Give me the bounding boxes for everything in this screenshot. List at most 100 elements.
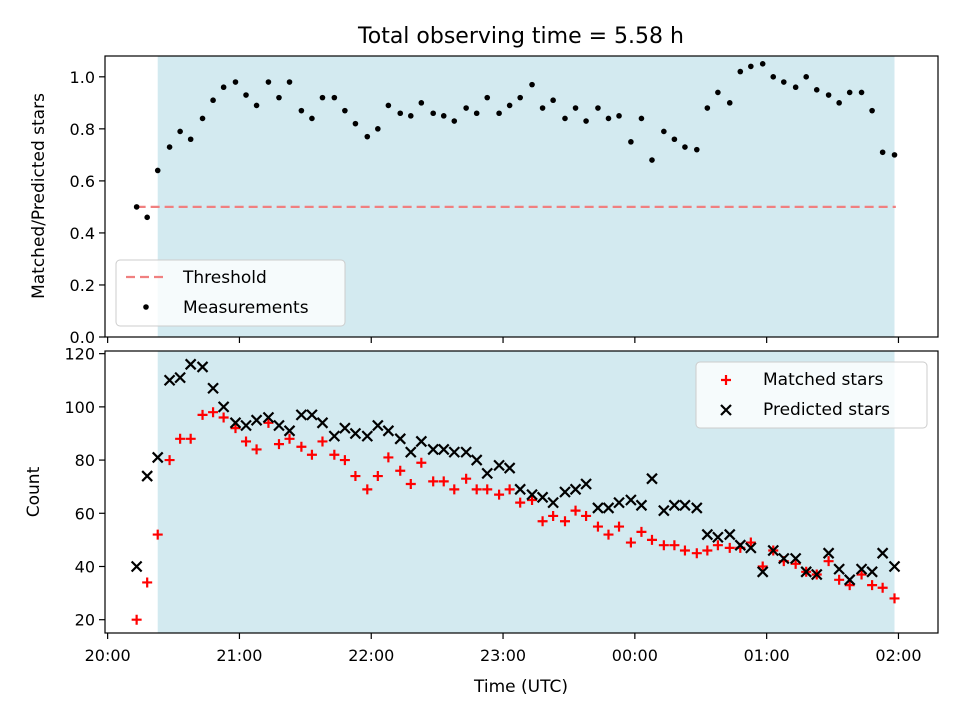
measurement-point bbox=[671, 136, 678, 143]
matched-stars-point bbox=[691, 548, 702, 559]
predicted-stars-point bbox=[481, 467, 494, 480]
predicted-stars-point bbox=[569, 483, 582, 496]
measurement-point bbox=[517, 94, 523, 101]
predicted-stars-point bbox=[295, 409, 308, 421]
measurement-point bbox=[539, 105, 546, 111]
predicted-stars-point bbox=[405, 446, 417, 458]
measurement-point bbox=[473, 110, 480, 117]
measurement-point bbox=[628, 139, 634, 145]
measurement-point bbox=[210, 97, 216, 104]
matched-stars-point bbox=[745, 537, 756, 548]
matched-stars-point bbox=[449, 484, 460, 495]
predicted-stars-point bbox=[415, 435, 428, 448]
measurement-point bbox=[385, 102, 392, 109]
matched-stars-point bbox=[581, 510, 592, 521]
matched-stars-point bbox=[284, 433, 295, 444]
predicted-stars-point bbox=[592, 502, 604, 514]
predicted-stars-point bbox=[888, 560, 901, 573]
measurement-point bbox=[331, 94, 338, 101]
measurement-point bbox=[364, 133, 371, 140]
predicted-stars-point bbox=[635, 499, 648, 512]
measurement-point bbox=[704, 105, 711, 111]
predicted-stars-point bbox=[163, 374, 176, 387]
matched-stars-point bbox=[856, 569, 867, 580]
predicted-stars-point bbox=[328, 430, 341, 442]
predicted-stars-point bbox=[130, 560, 143, 573]
predicted-stars-point bbox=[217, 401, 230, 413]
predicted-stars-point bbox=[679, 499, 691, 512]
predicted-stars-point bbox=[800, 566, 812, 578]
predicted-stars-point bbox=[723, 528, 736, 541]
predicted-stars-point bbox=[613, 496, 625, 509]
predicted-stars-point bbox=[756, 566, 769, 578]
measurement-point bbox=[792, 84, 799, 91]
measurement-point bbox=[616, 113, 622, 119]
top-y-tick-label: 0.0 bbox=[70, 328, 95, 347]
predicted-stars-point bbox=[503, 462, 516, 474]
measurement-point bbox=[253, 102, 260, 109]
measurement-point bbox=[846, 89, 853, 96]
matched-stars-point bbox=[428, 476, 439, 487]
matched-stars-point bbox=[296, 441, 307, 452]
matched-stars-point bbox=[559, 516, 570, 527]
matched-stars-point bbox=[570, 505, 581, 516]
predicted-stars-point bbox=[250, 414, 263, 426]
measurement-point bbox=[232, 79, 239, 85]
matched-stars-point bbox=[306, 449, 317, 460]
matched-stars-point bbox=[329, 449, 340, 460]
matched-stars-point bbox=[494, 489, 505, 500]
top-y-axis-label: Matched/Predicted stars bbox=[29, 93, 49, 299]
x-tick-label: 02:00 bbox=[875, 646, 921, 665]
x-axis-label: Time (UTC) bbox=[473, 677, 568, 697]
measurement-point bbox=[726, 100, 733, 106]
top-y-tick-label: 0.4 bbox=[70, 224, 95, 243]
matched-stars-point bbox=[152, 529, 163, 540]
matched-stars-point bbox=[175, 433, 186, 444]
matched-stars-point bbox=[339, 455, 350, 466]
matched-stars-point bbox=[383, 452, 394, 463]
measurement-point bbox=[770, 74, 777, 80]
predicted-stars-point bbox=[229, 417, 242, 429]
matched-stars-point bbox=[834, 574, 845, 585]
predicted-stars-point bbox=[174, 371, 186, 384]
matched-stars-point bbox=[669, 540, 680, 551]
measurement-point bbox=[144, 214, 150, 221]
measurement-point bbox=[506, 102, 513, 109]
matched-stars-point bbox=[471, 484, 482, 495]
predicted-stars-point bbox=[668, 499, 681, 512]
matched-stars-point bbox=[548, 510, 559, 521]
matched-stars-point bbox=[844, 580, 855, 591]
predicted-stars-point bbox=[141, 470, 153, 482]
top-y-tick-label: 1.0 bbox=[70, 68, 95, 87]
matched-stars-point bbox=[251, 444, 262, 455]
predicted-stars-point bbox=[427, 443, 439, 456]
top-legend bbox=[115, 259, 346, 327]
measurement-point bbox=[780, 79, 787, 85]
predicted-stars-point bbox=[833, 563, 845, 575]
measurement-point bbox=[605, 115, 612, 122]
predicted-stars-point bbox=[514, 483, 526, 496]
measurement-point bbox=[154, 167, 161, 174]
predicted-stars-point bbox=[207, 382, 219, 395]
predicted-stars-point bbox=[184, 358, 197, 371]
measurement-point bbox=[319, 94, 326, 101]
x-tick-label: 01:00 bbox=[744, 646, 790, 665]
measurement-point bbox=[375, 126, 381, 132]
matched-stars-point bbox=[592, 521, 603, 532]
predicted-stars-point bbox=[822, 547, 835, 559]
matched-stars-point bbox=[679, 545, 690, 556]
matched-stars-point bbox=[790, 558, 801, 569]
measurement-point bbox=[661, 128, 667, 135]
matched-stars-point bbox=[823, 556, 834, 567]
measurement-point bbox=[879, 149, 886, 156]
matched-stars-point bbox=[646, 534, 657, 545]
predicted-stars-point bbox=[658, 504, 670, 517]
predicted-stars-point bbox=[361, 430, 374, 442]
top-y-tick-label: 0.8 bbox=[70, 120, 95, 139]
measurement-point bbox=[748, 63, 754, 70]
measurement-point bbox=[352, 120, 359, 127]
measurement-point bbox=[265, 79, 272, 85]
matched-stars-point bbox=[712, 540, 723, 551]
measurement-point bbox=[562, 115, 568, 122]
